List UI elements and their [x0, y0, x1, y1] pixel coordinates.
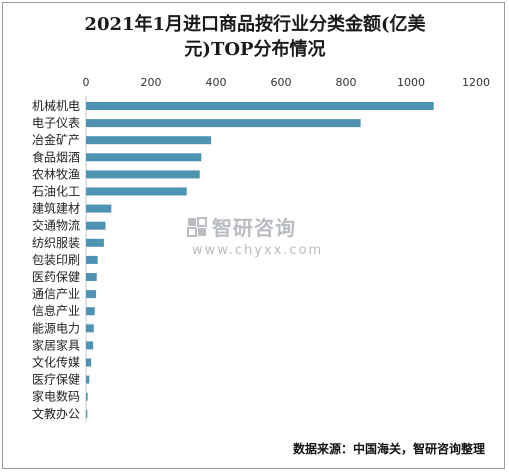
bar-18	[86, 392, 88, 401]
category-label: 建筑建材	[32, 201, 80, 216]
category-label: 家电数码	[32, 389, 80, 404]
bar-9	[86, 238, 104, 247]
category-label: 文教办公	[32, 406, 80, 421]
watermark: 智研咨询 www.chyxx.com	[186, 212, 336, 258]
category-label: 家居家具	[32, 337, 80, 352]
bar-5	[86, 170, 200, 179]
category-label: 石油化工	[32, 185, 80, 199]
chyxx-logo-icon	[187, 216, 207, 237]
bar-15	[86, 341, 94, 350]
bar-14	[86, 324, 94, 333]
category-label: 电子仪表	[32, 116, 80, 130]
category-label: 医药保健	[32, 270, 80, 284]
chart-title-line-1: 2021年1月进口商品按行业分类金额(亿美	[84, 14, 426, 35]
x-tick-label: 1000	[397, 76, 425, 89]
category-label: 纺织服装	[32, 236, 80, 250]
category-label: 冶金矿产	[32, 132, 80, 147]
x-tick-label: 0	[83, 76, 90, 89]
watermark-brand: 智研咨询	[212, 216, 296, 240]
data-source-note: 数据来源：中国海关，智研咨询整理	[292, 442, 485, 456]
bar-2	[86, 119, 361, 128]
bar-13	[86, 307, 95, 316]
category-label: 医疗保健	[32, 373, 80, 387]
category-label: 包装印刷	[32, 253, 80, 267]
x-tick-label: 800	[336, 76, 357, 89]
bar-1	[86, 102, 434, 110]
watermark-logo: 智研咨询	[186, 212, 336, 241]
bar-7	[86, 204, 112, 213]
x-tick-label: 400	[206, 76, 227, 89]
bar-6	[86, 187, 187, 196]
category-label: 农林牧渔	[32, 167, 80, 181]
x-tick-label: 200	[141, 76, 162, 89]
watermark-url: www.chyxx.com	[192, 243, 324, 258]
category-label: 信息产业	[32, 303, 80, 318]
bar-4	[86, 153, 202, 162]
bar-12	[86, 290, 97, 299]
bar-10	[86, 255, 98, 264]
bar-8	[86, 221, 106, 230]
x-tick-label: 1200	[462, 76, 490, 89]
bar-17	[86, 375, 90, 384]
category-label: 文化传媒	[32, 355, 80, 370]
x-tick-label: 600	[271, 76, 292, 89]
bar-11	[86, 273, 97, 281]
category-label: 机械机电	[32, 98, 80, 113]
category-label: 交通物流	[32, 218, 80, 233]
bar-3	[86, 136, 212, 145]
category-label: 通信产业	[32, 287, 80, 301]
chart-title: 2021年1月进口商品按行业分类金额(亿美 元)TOP分布情况	[60, 12, 450, 62]
bar-16	[86, 358, 92, 367]
category-label: 食品烟酒	[32, 149, 80, 164]
category-label: 能源电力	[32, 321, 80, 335]
chart-title-line-2: 元)TOP分布情况	[184, 39, 326, 60]
bar-19	[86, 409, 88, 418]
